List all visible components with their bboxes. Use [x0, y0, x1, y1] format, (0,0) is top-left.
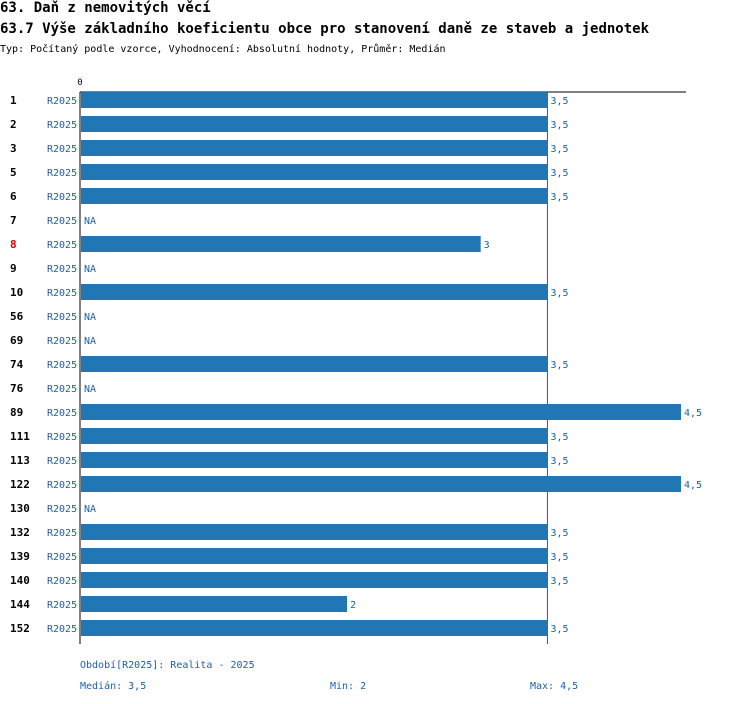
- period-label: R2025: [47, 528, 77, 539]
- value-label: 3,5: [550, 552, 568, 563]
- bar: [81, 188, 548, 204]
- value-label-na: NA: [84, 264, 96, 275]
- period-label: R2025: [47, 624, 77, 635]
- footer-period: Období[R2025]: Realita - 2025: [80, 660, 255, 671]
- footer-min: Min: 2: [330, 681, 367, 692]
- value-label: 4,5: [684, 480, 702, 491]
- value-label: 3,5: [550, 624, 568, 635]
- category-label: 7: [10, 214, 17, 227]
- value-label: 3,5: [550, 168, 568, 179]
- period-label: R2025: [47, 576, 77, 587]
- value-label: 3,5: [550, 96, 568, 107]
- category-label: 139: [10, 550, 30, 563]
- axis-zero-label: 0: [77, 78, 82, 88]
- period-label: R2025: [47, 120, 77, 131]
- value-label-na: NA: [84, 384, 96, 395]
- category-label: 1: [10, 94, 17, 107]
- period-label: R2025: [47, 216, 77, 227]
- bar: [81, 92, 548, 108]
- category-label: 130: [10, 502, 30, 515]
- category-label: 111: [10, 430, 30, 443]
- bar: [81, 596, 348, 612]
- bar: [81, 452, 548, 468]
- bar: [81, 548, 548, 564]
- bar: [81, 404, 681, 420]
- category-label: 5: [10, 166, 17, 179]
- footer-max: Max: 4,5: [530, 681, 579, 692]
- value-label: 3,5: [550, 528, 568, 539]
- category-label: 132: [10, 526, 30, 539]
- value-label-na: NA: [84, 312, 96, 323]
- value-label: 3,5: [550, 288, 568, 299]
- period-label: R2025: [47, 384, 77, 395]
- value-label: 3,5: [550, 192, 568, 203]
- category-label: 6: [10, 190, 17, 203]
- category-label: 122: [10, 478, 30, 491]
- category-label: 76: [10, 382, 24, 395]
- category-label: 89: [10, 406, 23, 419]
- value-label-na: NA: [84, 336, 96, 347]
- value-label: 2: [350, 600, 356, 611]
- period-label: R2025: [47, 240, 77, 251]
- period-label: R2025: [47, 144, 77, 155]
- period-label: R2025: [47, 456, 77, 467]
- category-label: 2: [10, 118, 17, 131]
- period-label: R2025: [47, 432, 77, 443]
- category-label: 56: [10, 310, 24, 323]
- bar: [81, 524, 548, 540]
- value-label: 3: [484, 240, 490, 251]
- period-label: R2025: [47, 504, 77, 515]
- category-label: 152: [10, 622, 30, 635]
- value-label: 3,5: [550, 120, 568, 131]
- period-label: R2025: [47, 552, 77, 563]
- bar: [81, 356, 548, 372]
- period-label: R2025: [47, 480, 77, 491]
- category-label: 113: [10, 454, 30, 467]
- value-label: 3,5: [550, 576, 568, 587]
- period-label: R2025: [47, 192, 77, 203]
- period-label: R2025: [47, 264, 77, 275]
- value-label: 3,5: [550, 360, 568, 371]
- category-label: 3: [10, 142, 17, 155]
- value-label: 3,5: [550, 144, 568, 155]
- category-label: 144: [10, 598, 30, 611]
- bar: [81, 476, 681, 492]
- category-label: 74: [10, 358, 24, 371]
- category-label: 10: [10, 286, 23, 299]
- period-label: R2025: [47, 168, 77, 179]
- period-label: R2025: [47, 600, 77, 611]
- bar: [81, 116, 548, 132]
- chart-subtitle: Typ: Počítaný podle vzorce, Vyhodnocení:…: [0, 44, 446, 55]
- bar: [81, 428, 548, 444]
- period-label: R2025: [47, 408, 77, 419]
- value-label: 3,5: [550, 456, 568, 467]
- footer-median: Medián: 3,5: [80, 681, 147, 692]
- category-label: 69: [10, 334, 23, 347]
- section-title: 63. Daň z nemovitých věcí: [0, 0, 211, 16]
- value-label: 3,5: [550, 432, 568, 443]
- bar: [81, 284, 548, 300]
- period-label: R2025: [47, 336, 77, 347]
- bar: [81, 140, 548, 156]
- bar: [81, 164, 548, 180]
- bar: [81, 236, 481, 252]
- value-label: 4,5: [684, 408, 702, 419]
- category-label: 8: [10, 238, 17, 251]
- period-label: R2025: [47, 360, 77, 371]
- period-label: R2025: [47, 312, 77, 323]
- value-label-na: NA: [84, 216, 96, 227]
- period-label: R2025: [47, 96, 77, 107]
- bar: [81, 620, 548, 636]
- value-label-na: NA: [84, 504, 96, 515]
- bar: [81, 572, 548, 588]
- period-label: R2025: [47, 288, 77, 299]
- category-label: 9: [10, 262, 17, 275]
- category-label: 140: [10, 574, 30, 587]
- chart-title: 63.7 Výše základního koeficientu obce pr…: [0, 21, 650, 37]
